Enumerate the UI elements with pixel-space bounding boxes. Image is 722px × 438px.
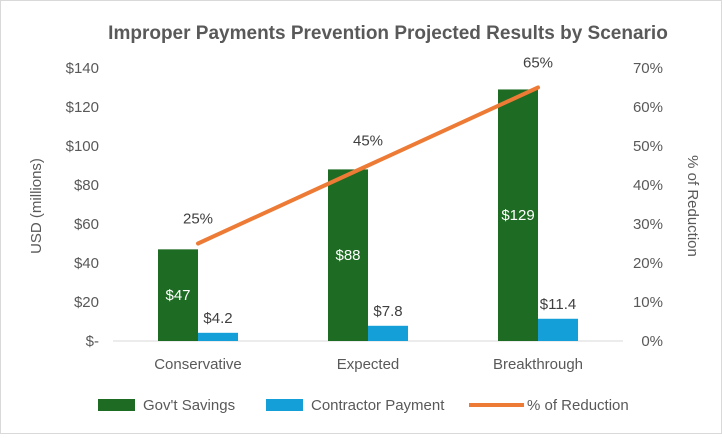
left-tick-label: $20 (74, 294, 99, 311)
left-tick-label: $140 (66, 60, 99, 77)
data-labels: $47 $88 $129 $4.2 $7.8 $11.4 25% 45% 65% (165, 55, 576, 327)
left-tick-label: $120 (66, 99, 99, 116)
right-tick-label: 10% (633, 294, 663, 311)
right-tick-label: 50% (633, 138, 663, 155)
chart-title: Improper Payments Prevention Projected R… (108, 23, 668, 44)
gov-t-savings-label: $47 (165, 287, 190, 304)
contractor-payment-bar (198, 332, 238, 341)
left-tick-label: $80 (74, 177, 99, 194)
gov-t-savings-label: $129 (501, 207, 534, 224)
right-tick-label: 60% (633, 99, 663, 116)
line-series (196, 85, 540, 246)
legend: Gov't Savings Contractor Payment % of Redu… (98, 397, 629, 414)
legend-label-gov-t-savings: Gov't Savings (143, 397, 235, 414)
legend-label-contractor-payment: Contractor Payment (311, 397, 445, 414)
legend-swatch-contractor-payment (266, 399, 303, 411)
left-tick-label: $60 (74, 216, 99, 233)
gov-t-savings-bar (498, 89, 538, 341)
right-axis-title: % of Reduction (684, 155, 701, 257)
category-labels: Conservative Expected Breakthrough (154, 356, 583, 373)
right-tick-label: 40% (633, 177, 663, 194)
left-tick-label: $40 (74, 255, 99, 272)
left-axis-ticks: $- $20 $40 $60 $80 $100 $120 $140 (66, 60, 99, 350)
reduction-label: 45% (353, 133, 383, 150)
of-reduction-line (196, 85, 540, 246)
contractor-payment-bar (368, 325, 408, 341)
left-tick-label: $- (86, 333, 99, 350)
contractor-payment-label: $7.8 (373, 303, 402, 320)
left-axis-title: USD (millions) (28, 158, 45, 254)
right-tick-label: 0% (641, 333, 663, 350)
bars (158, 89, 578, 341)
reduction-label: 25% (183, 211, 213, 228)
category-label: Expected (337, 356, 400, 373)
gov-t-savings-bar (158, 249, 198, 341)
reduction-label: 65% (523, 55, 553, 72)
contractor-payment-bar (538, 318, 578, 341)
right-tick-label: 20% (633, 255, 663, 272)
right-axis-ticks: 0% 10% 20% 30% 40% 50% 60% 70% (633, 60, 663, 350)
legend-label-of-reduction: % of Reduction (527, 397, 629, 414)
contractor-payment-label: $4.2 (203, 310, 232, 327)
contractor-payment-label: $11.4 (540, 296, 576, 313)
right-tick-label: 30% (633, 216, 663, 233)
category-label: Conservative (154, 356, 242, 373)
legend-swatch-gov-t-savings (98, 399, 135, 411)
left-tick-label: $100 (66, 138, 99, 155)
category-label: Breakthrough (493, 356, 583, 373)
gov-t-savings-label: $88 (335, 247, 360, 264)
right-tick-label: 70% (633, 60, 663, 77)
gov-t-savings-bar (328, 169, 368, 341)
